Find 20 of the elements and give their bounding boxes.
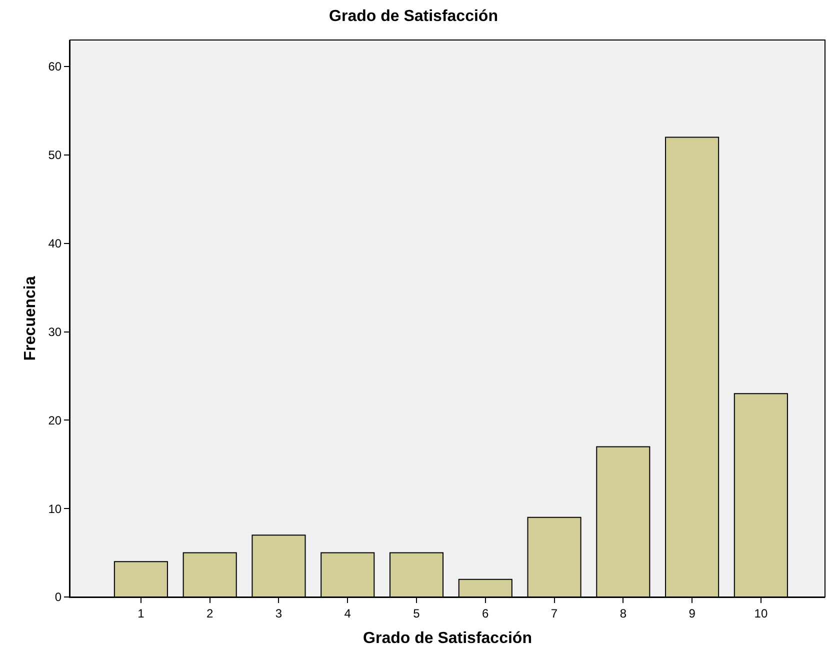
chart-title: Grado de Satisfacción (329, 8, 498, 26)
x-tick-label: 9 (688, 606, 696, 620)
x-tick-label: 4 (344, 606, 352, 620)
x-tick-label: 6 (482, 606, 490, 620)
x-tick-label: 5 (413, 606, 420, 620)
y-tick-label: 60 (48, 60, 62, 74)
y-tick-label: 50 (48, 148, 62, 162)
x-axis-title: Grado de Satisfacción (363, 630, 532, 648)
y-axis-title: Frecuencia (22, 276, 40, 361)
y-tick-label: 20 (48, 413, 62, 428)
x-tick-label: 10 (754, 606, 768, 620)
x-tick-label: 1 (138, 606, 145, 620)
y-tick-label: 0 (54, 590, 62, 604)
y-tick-label: 30 (48, 324, 62, 339)
x-tick-label: 8 (620, 606, 627, 620)
y-tick-label: 40 (48, 236, 62, 251)
x-tick-label: 3 (275, 606, 282, 620)
x-tick-label: 7 (550, 606, 558, 620)
y-tick-label: 10 (48, 502, 62, 516)
x-tick-label: 2 (206, 606, 214, 620)
